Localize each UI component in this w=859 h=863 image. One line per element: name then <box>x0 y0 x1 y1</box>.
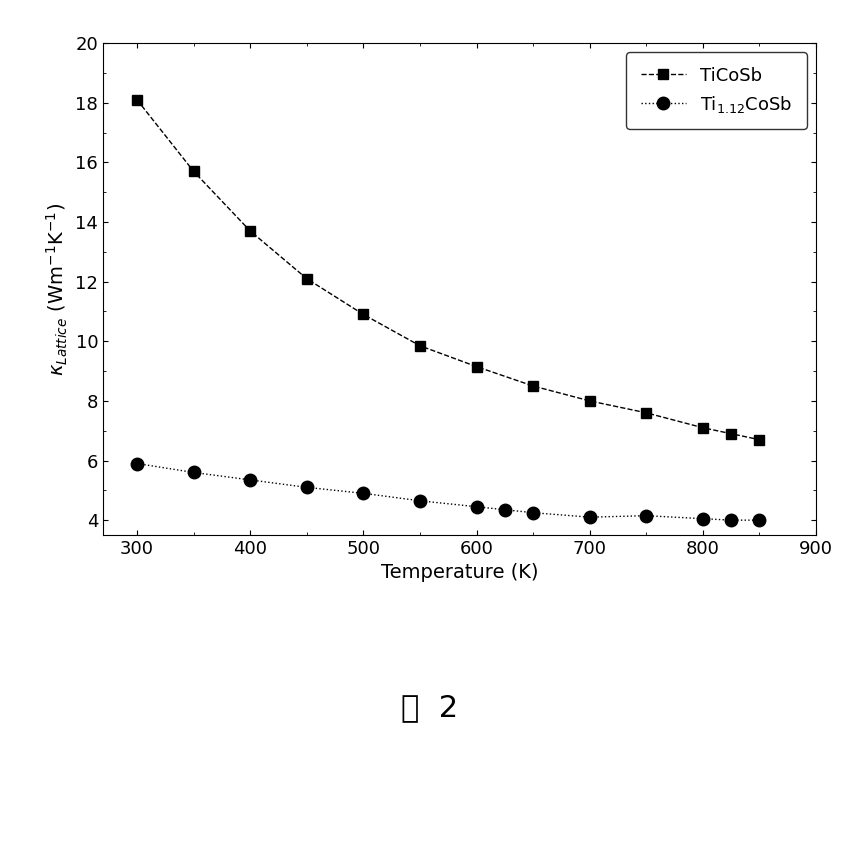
Ti$_{1.12}$CoSb <box>415 495 425 506</box>
Ti$_{1.12}$CoSb <box>132 458 143 469</box>
Y-axis label: $\kappa_{Lattice}$ (Wm$^{-1}$K$^{-1}$): $\kappa_{Lattice}$ (Wm$^{-1}$K$^{-1}$) <box>45 203 70 375</box>
Ti$_{1.12}$CoSb <box>500 505 510 515</box>
Ti$_{1.12}$CoSb <box>245 475 255 485</box>
TiCoSb <box>698 423 708 433</box>
TiCoSb <box>358 309 369 319</box>
TiCoSb <box>188 167 198 177</box>
Ti$_{1.12}$CoSb <box>726 515 736 526</box>
TiCoSb <box>726 429 736 439</box>
Ti$_{1.12}$CoSb <box>641 511 651 521</box>
Ti$_{1.12}$CoSb <box>754 515 765 526</box>
TiCoSb <box>641 407 651 418</box>
Ti$_{1.12}$CoSb <box>528 507 539 518</box>
Ti$_{1.12}$CoSb <box>585 512 595 522</box>
Ti$_{1.12}$CoSb <box>302 482 312 493</box>
Ti$_{1.12}$CoSb <box>188 467 198 477</box>
TiCoSb <box>528 381 539 391</box>
Ti$_{1.12}$CoSb <box>472 501 482 512</box>
TiCoSb <box>302 274 312 284</box>
Legend: TiCoSb, Ti$_{1.12}$CoSb: TiCoSb, Ti$_{1.12}$CoSb <box>626 52 807 129</box>
Text: 图  2: 图 2 <box>401 693 458 722</box>
Ti$_{1.12}$CoSb <box>358 488 369 499</box>
TiCoSb <box>415 341 425 351</box>
TiCoSb <box>132 95 143 105</box>
Ti$_{1.12}$CoSb <box>698 513 708 524</box>
Line: Ti$_{1.12}$CoSb: Ti$_{1.12}$CoSb <box>131 457 765 526</box>
TiCoSb <box>472 362 482 372</box>
X-axis label: Temperature (K): Temperature (K) <box>381 564 539 583</box>
TiCoSb <box>245 226 255 236</box>
TiCoSb <box>585 396 595 406</box>
TiCoSb <box>754 434 765 444</box>
Line: TiCoSb: TiCoSb <box>132 95 765 444</box>
